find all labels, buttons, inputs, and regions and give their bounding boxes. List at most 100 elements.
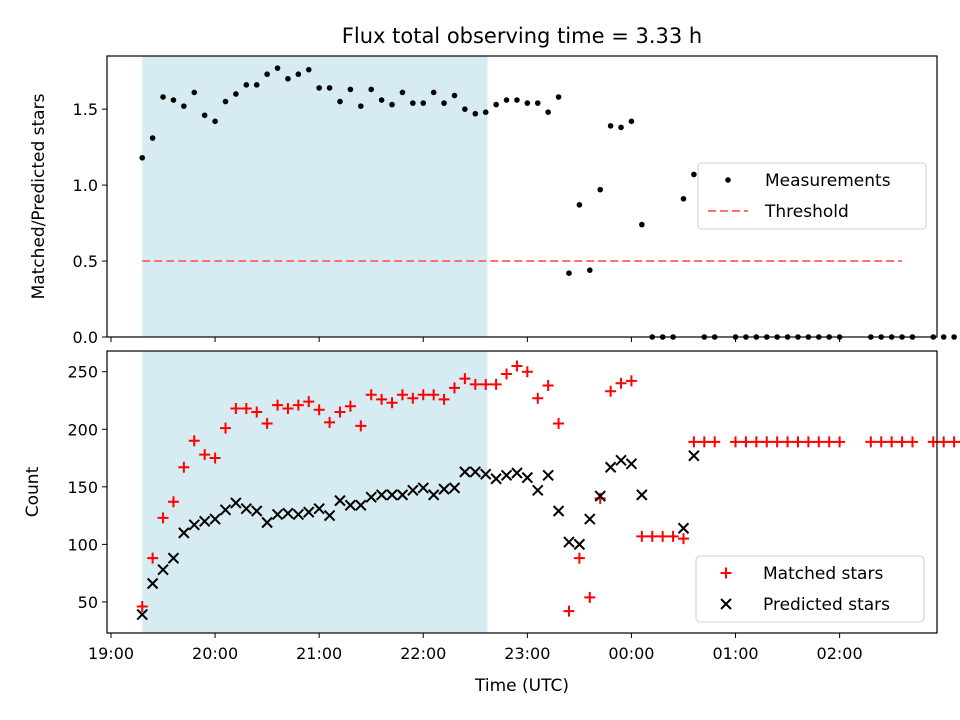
matched-star-marker	[521, 366, 533, 378]
legend-box	[695, 555, 925, 623]
predicted-star-marker	[230, 497, 242, 509]
y-tick-label: 1.0	[73, 176, 98, 195]
y-axis-label: Matched/Predicted stars	[29, 93, 49, 299]
predicted-star-marker	[417, 482, 429, 494]
measurement-point	[472, 110, 479, 117]
measurement-point	[482, 109, 489, 115]
matched-star-marker	[542, 380, 554, 392]
x-tick-label: 00:00	[608, 644, 654, 663]
legend-marker	[720, 567, 732, 579]
matched-star-marker	[282, 403, 294, 415]
y-axis-label: Count	[23, 466, 43, 517]
measurement-point	[587, 267, 593, 273]
measurement-point	[514, 97, 520, 103]
predicted-star-marker	[261, 516, 273, 529]
matched-star-marker	[906, 436, 918, 448]
measurement-point	[940, 334, 947, 340]
predicted-star-marker	[344, 499, 357, 511]
predicted-star-marker	[584, 513, 596, 525]
matched-star-marker	[303, 396, 315, 408]
y-tick-label: 1.5	[73, 100, 98, 119]
matched-star-marker	[875, 436, 887, 448]
predicted-star-marker	[146, 577, 159, 590]
predicted-star-marker	[136, 608, 148, 621]
predicted-star-marker	[355, 499, 367, 511]
predicted-star-marker	[219, 504, 232, 516]
legend-marker	[720, 598, 732, 610]
x-tick-label: 23:00	[504, 644, 550, 663]
matched-star-marker	[886, 436, 898, 448]
matched-star-marker	[417, 389, 429, 401]
measurement-point	[545, 109, 551, 115]
matched-star-marker	[813, 436, 825, 448]
matched-star-marker	[657, 530, 669, 542]
predicted-star-marker	[542, 469, 554, 482]
measurement-point	[149, 135, 156, 141]
predicted-star-marker	[563, 536, 575, 548]
matched-star-marker	[344, 400, 356, 412]
predicted-star-marker	[303, 506, 315, 518]
matched-star-marker	[761, 436, 773, 448]
y-tick-label: 0.5	[73, 252, 98, 271]
predicted-star-marker	[313, 502, 325, 515]
measurement-point	[233, 91, 239, 97]
x-tick-label: 20:00	[192, 644, 238, 663]
measurement-point	[524, 100, 531, 106]
measurement-point	[951, 334, 957, 340]
predicted-star-marker	[459, 466, 471, 478]
predicted-star-marker	[375, 489, 388, 501]
predicted-star-marker	[386, 489, 398, 501]
matched-star-marker	[563, 605, 575, 617]
x-tick-label: 01:00	[712, 644, 758, 663]
matched-star-marker	[469, 378, 481, 390]
predicted-star-marker	[448, 482, 461, 494]
predicted-star-marker	[552, 505, 565, 517]
matched-star-marker	[334, 406, 346, 418]
matched-star-marker	[532, 392, 544, 404]
matched-star-marker	[459, 373, 471, 385]
predicted-star-marker	[407, 484, 419, 496]
predicted-star-marker	[604, 461, 617, 473]
x-tick-label: 02:00	[817, 644, 863, 663]
measurement-point	[285, 75, 291, 82]
matched-star-marker	[667, 530, 679, 542]
matched-star-marker	[230, 403, 242, 415]
matched-star-marker	[709, 436, 721, 448]
predicted-star-marker	[334, 494, 346, 507]
legend-marker	[725, 177, 731, 183]
matched-star-marker	[178, 461, 190, 473]
predicted-star-marker	[677, 522, 690, 534]
x-tick-label: 19:00	[88, 644, 134, 663]
matched-star-marker	[646, 530, 658, 542]
predicted-star-marker	[323, 509, 336, 522]
measurement-point	[618, 124, 624, 131]
measurement-point	[680, 195, 687, 202]
predicted-star-marker	[427, 489, 440, 501]
predicted-star-marker	[625, 458, 638, 470]
matched-star-marker	[553, 418, 565, 430]
predicted-star-marker	[594, 490, 606, 502]
matched-star-marker	[261, 418, 273, 430]
matched-star-marker	[324, 416, 336, 428]
matched-star-marker	[865, 436, 877, 448]
measurement-point	[576, 202, 583, 208]
matched-star-marker	[792, 436, 804, 448]
matched-star-marker	[136, 601, 148, 613]
x-tick-label: 21:00	[296, 644, 342, 663]
matched-star-marker	[386, 397, 398, 409]
matched-star-marker	[677, 533, 689, 545]
measurement-point	[691, 171, 697, 178]
matched-star-marker	[698, 436, 710, 448]
matched-star-marker	[209, 452, 221, 464]
measurement-point	[170, 97, 177, 103]
measurement-point	[222, 98, 229, 105]
matched-star-marker	[448, 382, 460, 394]
matched-star-marker	[428, 389, 440, 401]
matched-star-marker	[199, 449, 211, 461]
matched-star-marker	[605, 385, 617, 397]
matched-star-marker	[615, 377, 627, 389]
measurement-point	[326, 85, 333, 91]
measurement-point	[316, 85, 322, 91]
bottom-panel: 50 100 150 200 250 19:00 20:00 21:00 22:00 23:00 0…	[23, 350, 960, 696]
measurement-point	[555, 94, 562, 100]
